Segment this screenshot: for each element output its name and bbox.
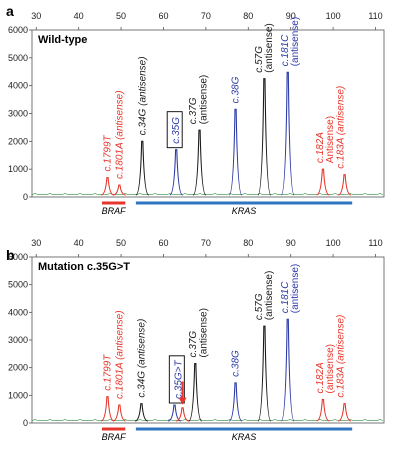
peak-0 xyxy=(100,396,115,422)
x-tick-label: 110 xyxy=(368,11,382,21)
y-tick-label: 6000 xyxy=(8,25,28,35)
peak-annotation: c.35G xyxy=(171,117,182,144)
peak-annotation: c.181C xyxy=(280,34,291,66)
peak-annotation: c.181C xyxy=(280,281,291,313)
x-tick-label: 70 xyxy=(201,238,211,248)
peak-4 xyxy=(192,129,207,196)
peak-4 xyxy=(176,407,190,422)
peak-annotation: c.57G xyxy=(254,293,265,320)
peak-annotation: c.182A xyxy=(315,362,326,393)
peak-annotation: c.1799T xyxy=(102,354,113,391)
x-tick-label: 50 xyxy=(116,11,126,21)
peak-annotation: (antisense) xyxy=(198,75,209,124)
y-tick-label: 2000 xyxy=(8,363,28,373)
y-tick-label: 5000 xyxy=(8,53,28,63)
gene-label: KRAS xyxy=(232,206,257,216)
x-tick-label: 30 xyxy=(31,11,41,21)
y-tick-label: 6000 xyxy=(8,252,28,262)
peak-annotation: (antisense) xyxy=(198,308,209,357)
gene-label: KRAS xyxy=(232,432,257,442)
x-tick-label: 110 xyxy=(368,238,382,248)
panel-title: Wild-type xyxy=(38,34,87,46)
peak-5 xyxy=(188,362,203,422)
peak-2 xyxy=(135,140,150,196)
peak-annotation: (antisense) xyxy=(325,344,336,393)
y-tick-label: 3000 xyxy=(8,335,28,345)
x-tick-label: 80 xyxy=(243,238,253,248)
peak-annotation: c.183A (antisense) xyxy=(336,86,347,169)
peak-annotation: (antisense) xyxy=(290,17,301,66)
x-tick-label: 90 xyxy=(286,11,296,21)
baseline-trace xyxy=(31,419,384,421)
x-tick-label: 50 xyxy=(116,238,126,248)
peak-annotation: (antisense) xyxy=(290,264,301,313)
peak-3 xyxy=(169,149,183,196)
y-tick-label: 4000 xyxy=(8,307,28,317)
peak-annotation: c.37G xyxy=(188,97,199,124)
x-tick-label: 40 xyxy=(74,238,84,248)
x-tick-label: 30 xyxy=(31,238,41,248)
peak-8 xyxy=(316,168,330,196)
annotation-box xyxy=(168,355,185,404)
peak-10 xyxy=(338,403,352,422)
peak-annotation: (antisense) xyxy=(264,271,275,320)
peak-7 xyxy=(280,71,295,196)
peak-annotation: c.57G xyxy=(254,46,265,73)
peak-annotation: c.38G xyxy=(231,350,242,377)
y-tick-label: 2000 xyxy=(8,136,28,146)
peak-annotation: (antisense) xyxy=(264,23,275,72)
panel-label: b xyxy=(6,247,15,263)
y-tick-label: 4000 xyxy=(8,81,28,91)
peak-annotation: c.34G (antisense) xyxy=(136,319,147,398)
gene-label: BRAF xyxy=(102,432,127,442)
panel-title: Mutation c.35G>T xyxy=(38,261,130,273)
peak-6 xyxy=(257,78,272,196)
peak-annotation: c.183A (antisense) xyxy=(336,315,347,398)
x-tick-label: 60 xyxy=(158,11,168,21)
peak-annotation: c.34G (antisense) xyxy=(137,56,148,135)
peak-annotation: c.1799T xyxy=(102,134,113,171)
peak-8 xyxy=(280,318,295,422)
x-tick-label: 40 xyxy=(74,11,84,21)
annotation-box xyxy=(166,111,183,149)
y-tick-label: 0 xyxy=(23,418,28,428)
y-tick-label: 1000 xyxy=(8,164,28,174)
peak-annotation: c.38G xyxy=(231,76,242,103)
x-tick-label: 70 xyxy=(201,11,211,21)
x-tick-label: 60 xyxy=(158,238,168,248)
peak-0 xyxy=(100,176,115,196)
x-tick-label: 100 xyxy=(326,238,341,248)
y-tick-label: 1000 xyxy=(8,390,28,400)
peak-annotation: c.1801A (antisense) xyxy=(114,90,125,179)
peak-annotation: c.37G xyxy=(188,331,199,358)
peak-annotation: c.182A xyxy=(315,132,326,163)
peak-1 xyxy=(112,404,126,422)
mutation-arrow-head xyxy=(178,397,187,405)
x-tick-label: 90 xyxy=(286,238,296,248)
peak-9 xyxy=(338,174,352,196)
peak-annotation: c.1801A (antisense) xyxy=(114,310,125,399)
x-tick-label: 100 xyxy=(326,11,341,21)
panel-label: a xyxy=(6,3,14,19)
peak-2 xyxy=(134,403,148,422)
y-tick-label: 0 xyxy=(23,192,28,202)
peak-annotation: c.35G>T xyxy=(173,359,184,399)
baseline-trace xyxy=(31,193,384,195)
y-tick-label: 3000 xyxy=(8,109,28,119)
peak-1 xyxy=(112,184,126,196)
panel-a: a 30 40 50 60 70 80 90 100 110 0 1000 2000 3000 4000 50… xyxy=(6,3,385,216)
peak-annotation: Antisense) xyxy=(325,116,336,163)
peak-5 xyxy=(228,108,243,196)
peak-6 xyxy=(228,382,243,422)
peak-7 xyxy=(257,325,272,422)
gene-label: BRAF xyxy=(102,206,127,216)
y-tick-label: 5000 xyxy=(8,280,28,290)
peak-9 xyxy=(316,398,330,422)
x-tick-label: 80 xyxy=(243,11,253,21)
panel-b: b 30 40 50 60 70 80 90 100 110 0 1000 2000 3000 4000 50… xyxy=(6,238,385,442)
